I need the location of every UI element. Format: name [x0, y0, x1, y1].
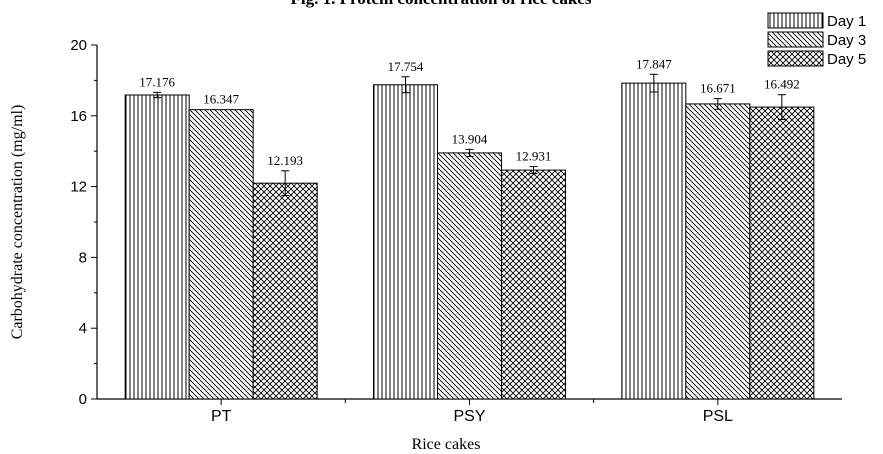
legend-swatch-series-2 [767, 31, 824, 48]
bar-psl-series-2 [685, 103, 751, 400]
x-tick-label-psl: PSL [703, 408, 733, 425]
data-label: 17.847 [636, 56, 672, 71]
bar-psl-series-1 [621, 82, 687, 400]
data-label: 17.754 [388, 59, 424, 74]
bar-psy-series-1 [373, 84, 438, 400]
y-tick-label: 16 [70, 108, 87, 125]
x-axis-title: Rice cakes [412, 436, 481, 453]
data-label: 16.347 [203, 92, 239, 107]
legend-label-series-2: Day 3 [827, 32, 866, 49]
legend-swatch-series-3 [767, 50, 824, 67]
y-tick-label: 12 [70, 179, 87, 196]
chart-title: Fig. 1. Protein concentration of rice ca… [291, 0, 592, 8]
legend: Day 1 Day 3 Day 5 [767, 12, 866, 68]
bar-pt-series-3 [252, 182, 318, 400]
data-label: 12.931 [516, 149, 552, 164]
bar-pt-series-1 [124, 94, 190, 400]
legend-swatch-series-1 [767, 12, 824, 29]
legend-label-series-1: Day 1 [827, 13, 866, 30]
data-label: 16.492 [764, 77, 800, 92]
data-label: 16.671 [700, 81, 736, 96]
y-tick-label: 4 [79, 320, 87, 337]
bar-psy-series-3 [501, 169, 566, 400]
bar-pt-series-2 [188, 109, 254, 400]
y-axis-title: Carbohydrate concentration (mg/ml) [9, 105, 26, 340]
bar-psy-series-2 [437, 152, 502, 400]
x-tick-label-psy: PSY [453, 408, 485, 425]
data-label: 17.176 [139, 74, 175, 89]
y-tick-label: 0 [79, 391, 87, 408]
data-label: 12.193 [267, 153, 303, 168]
y-tick-label: 8 [79, 249, 87, 266]
data-label: 13.904 [452, 131, 488, 146]
bar-psl-series-3 [749, 106, 815, 400]
y-tick-label: 20 [70, 37, 87, 54]
legend-label-series-3: Day 5 [827, 51, 866, 68]
plot-area: 0 4 8 12 16 20 PT 17.176 16.347 12.193 PSY 17.754 13… [70, 37, 842, 425]
x-tick-label-pt: PT [211, 408, 232, 425]
